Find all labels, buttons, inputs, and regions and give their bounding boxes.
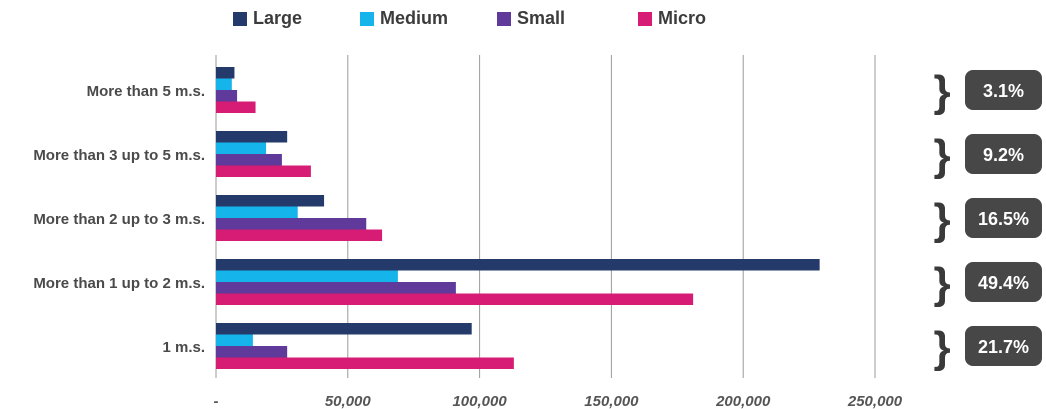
legend-item-medium: Medium — [360, 8, 448, 29]
percentage-label: 49.4% — [978, 273, 1029, 293]
bar-small — [216, 154, 282, 166]
percentage-badge — [965, 326, 1042, 366]
legend-item-large: Large — [233, 8, 302, 29]
legend: Large Medium Small Micro — [0, 8, 1046, 34]
brace-icon: } — [933, 259, 950, 308]
percentage-badge — [965, 134, 1042, 174]
x-tick-label: 100,000 — [452, 393, 507, 409]
legend-swatch — [233, 11, 247, 26]
category-label: More than 1 up to 2 m.s. — [33, 275, 205, 292]
bar-micro — [216, 101, 256, 113]
bar-small — [216, 282, 456, 294]
legend-label: Micro — [658, 8, 707, 28]
legend-label: Small — [517, 8, 566, 28]
legend-swatch — [497, 11, 511, 26]
x-tick-label: 200,000 — [715, 393, 771, 409]
bar-medium — [216, 142, 267, 154]
bar-medium — [216, 78, 232, 90]
x-tick-label: 50,000 — [325, 393, 372, 409]
bar-medium — [216, 270, 398, 282]
legend-swatch — [638, 11, 652, 26]
legend-label: Large — [253, 8, 303, 28]
bar-large — [216, 323, 472, 335]
brace-icon: } — [933, 131, 950, 180]
legend-item-small: Small — [497, 8, 565, 29]
x-tick-label: 250,000 — [847, 393, 903, 409]
bar-micro — [216, 229, 383, 241]
bar-large — [216, 195, 325, 207]
percentage-badge — [965, 198, 1042, 238]
x-tick-label: 150,000 — [584, 393, 639, 409]
percentage-label: 21.7% — [978, 337, 1029, 357]
bar-large — [216, 131, 288, 143]
bar-large — [216, 259, 820, 271]
brace-icon: } — [933, 195, 950, 244]
legend-swatch — [360, 11, 374, 26]
percentage-badge — [965, 262, 1042, 302]
brace-icon: } — [933, 67, 950, 116]
bar-small — [216, 346, 288, 358]
legend-item-micro: Micro — [638, 8, 706, 29]
legend-label: Medium — [380, 8, 449, 28]
bar-medium — [216, 206, 298, 218]
bar-micro — [216, 293, 694, 305]
bar-large — [216, 67, 235, 79]
percentage-label: 16.5% — [978, 209, 1029, 229]
bar-small — [216, 218, 367, 230]
bar-micro — [216, 357, 514, 369]
bar-micro — [216, 165, 311, 177]
percentage-label: 9.2% — [983, 145, 1024, 165]
category-label: 1 m.s. — [162, 339, 205, 356]
percentage-label: 3.1% — [983, 81, 1024, 101]
bar-small — [216, 90, 238, 102]
category-label: More than 3 up to 5 m.s. — [33, 147, 205, 164]
brace-icon: } — [933, 323, 950, 372]
bar-medium — [216, 334, 253, 346]
category-label: More than 2 up to 3 m.s. — [33, 211, 205, 228]
x-tick-label: - — [214, 393, 219, 409]
category-label: More than 5 m.s. — [87, 83, 205, 100]
percentage-badge — [965, 70, 1042, 110]
